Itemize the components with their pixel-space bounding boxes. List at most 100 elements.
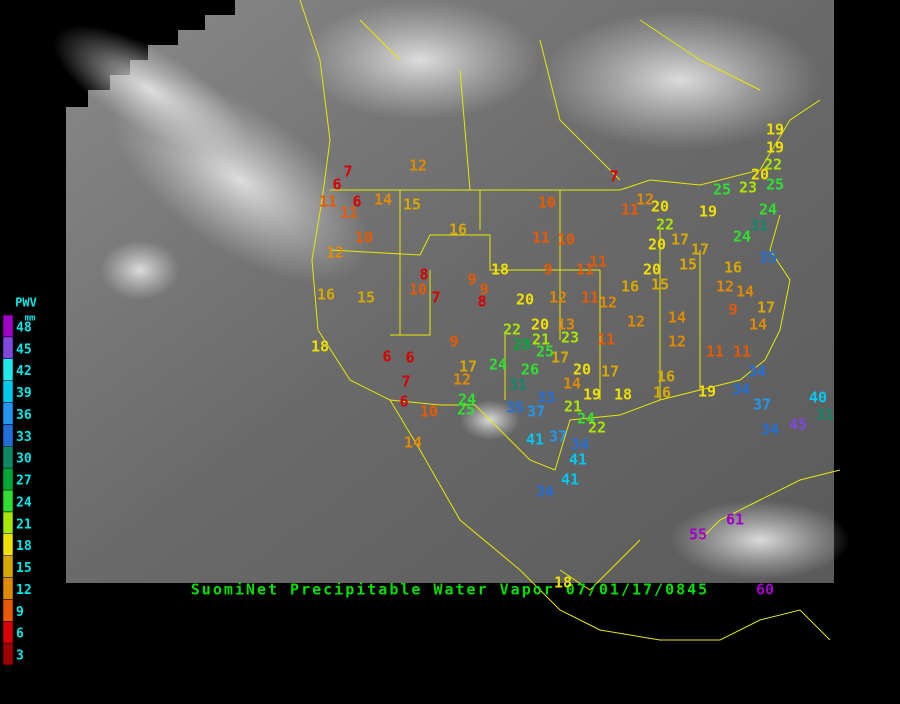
station-value: 19: [698, 383, 716, 401]
station-value: 19: [766, 121, 784, 139]
station-value: 9: [467, 271, 476, 289]
legend-swatch: [2, 380, 14, 403]
station-value: 25: [457, 401, 475, 419]
station-value: 31: [750, 217, 768, 235]
station-value: 7: [609, 168, 618, 186]
station-value: 55: [689, 526, 707, 544]
legend-swatch: [2, 446, 14, 469]
station-value: 24: [577, 410, 595, 428]
station-value: 11: [340, 204, 358, 222]
station-value: 41: [569, 451, 587, 469]
station-value: 60: [756, 581, 774, 599]
station-value: 10: [557, 231, 575, 249]
legend-swatch: [2, 358, 14, 381]
station-value: 34: [732, 381, 750, 399]
station-value: 11: [532, 229, 550, 247]
station-value: 34: [571, 436, 589, 454]
legend-swatch: [2, 336, 14, 359]
legend-label: 9: [16, 605, 24, 620]
station-value: 18: [554, 574, 572, 592]
station-value: 20: [751, 166, 769, 184]
station-value: 10: [420, 403, 438, 421]
station-value: 35: [506, 399, 524, 417]
station-value: 12: [599, 294, 617, 312]
station-value: 34: [536, 483, 554, 501]
legend-unit: mm: [25, 314, 36, 324]
station-value: 16: [657, 368, 675, 386]
station-value: 17: [601, 363, 619, 381]
station-value: 16: [449, 221, 467, 239]
legend-swatch: [2, 424, 14, 447]
station-value: 26: [521, 361, 539, 379]
station-value: 24: [489, 356, 507, 374]
station-value: 34: [761, 421, 779, 439]
station-value: 23: [739, 179, 757, 197]
legend-label: 3: [16, 649, 24, 664]
station-value: 16: [653, 384, 671, 402]
station-value: 16: [724, 259, 742, 277]
station-value: 45: [789, 416, 807, 434]
station-value: 24: [733, 228, 751, 246]
station-value: 37: [753, 396, 771, 414]
station-value: 34: [748, 363, 766, 381]
station-value: 15: [679, 256, 697, 274]
station-value: 15: [403, 196, 421, 214]
legend-label: 39: [16, 386, 32, 401]
station-value: 14: [563, 375, 581, 393]
legend-swatch: [2, 511, 14, 534]
legend-label: 48: [16, 320, 32, 335]
station-value: 14: [374, 191, 392, 209]
station-value: 6: [332, 176, 341, 194]
station-value: 9: [449, 333, 458, 351]
station-value: 17: [757, 299, 775, 317]
legend-swatch: [2, 621, 14, 644]
legend-label: 6: [16, 627, 24, 642]
station-value: 12: [409, 157, 427, 175]
station-value: 31: [509, 376, 527, 394]
station-value: 11: [589, 253, 607, 271]
legend-swatch: [2, 599, 14, 622]
station-value: 22: [588, 419, 606, 437]
legend-label: 42: [16, 364, 32, 379]
legend-label: 18: [16, 539, 32, 554]
station-value: 15: [651, 276, 669, 294]
legend-swatch: [2, 467, 14, 491]
station-value: 10: [409, 281, 427, 299]
station-value: 12: [549, 289, 567, 307]
legend-label: 30: [16, 452, 32, 467]
station-value: 25: [766, 176, 784, 194]
station-value: 19: [583, 386, 601, 404]
clouds: [52, 0, 850, 580]
station-value: 18: [614, 386, 632, 404]
station-value: 14: [749, 316, 767, 334]
station-value: 11: [581, 289, 599, 307]
station-value: 22: [764, 156, 782, 174]
station-value: 12: [453, 371, 471, 389]
station-value: 22: [656, 216, 674, 234]
legend-label: 36: [16, 408, 32, 423]
station-value: 40: [809, 389, 827, 407]
station-value: 15: [357, 289, 375, 307]
station-value: 6: [405, 349, 414, 367]
station-value: 11: [621, 201, 639, 219]
station-value: 61: [726, 511, 744, 529]
legend-swatch: [2, 555, 14, 578]
station-value: 20: [648, 236, 666, 254]
station-value: 24: [759, 201, 777, 219]
station-value: 12: [636, 191, 654, 209]
legend-label: 21: [16, 517, 32, 532]
station-value: 20: [573, 361, 591, 379]
station-value: 17: [551, 349, 569, 367]
legend-swatch: [2, 642, 14, 666]
station-value: 41: [526, 431, 544, 449]
station-value: 13: [557, 316, 575, 334]
station-value: 28: [513, 336, 531, 354]
station-value: 12: [716, 278, 734, 296]
station-value: 25: [536, 343, 554, 361]
station-value: 24: [458, 391, 476, 409]
legend-label: 12: [16, 583, 32, 598]
station-value: 11: [733, 343, 751, 361]
station-value: 6: [399, 393, 408, 411]
station-value: 11: [319, 193, 337, 211]
